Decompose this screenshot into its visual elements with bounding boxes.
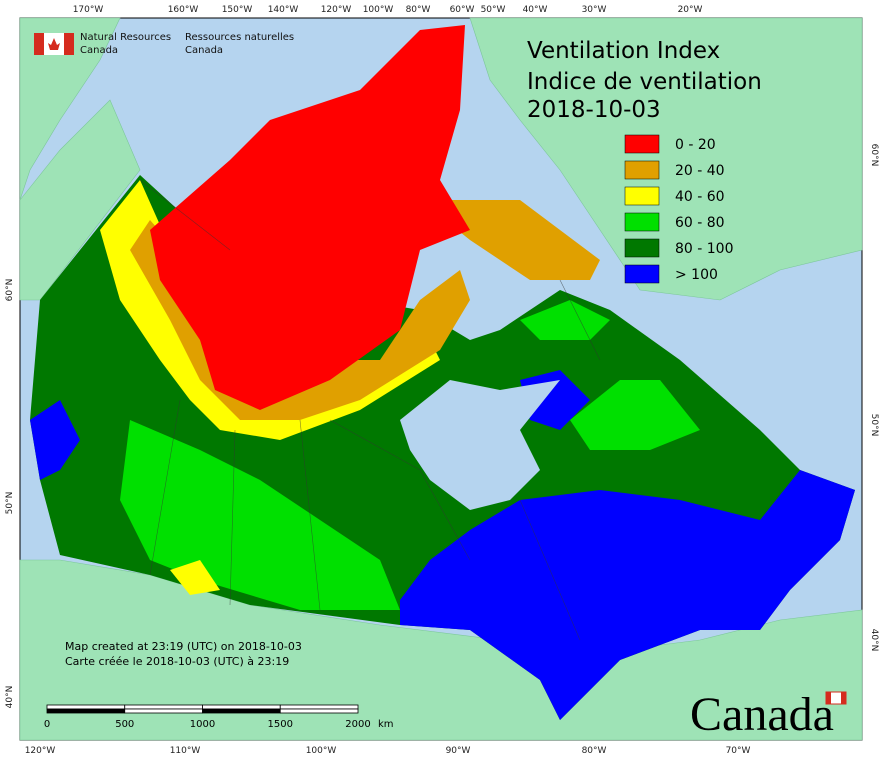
legend-swatch [624, 134, 660, 154]
longitude-label: 30°W [582, 5, 607, 15]
scale-label: 500 [115, 719, 134, 730]
scale-segment [46, 708, 126, 714]
alaska [19, 99, 141, 301]
longitude-label: 170°W [73, 5, 104, 15]
latitude-label: 50°N [5, 492, 15, 515]
scale-label: 2000 [345, 719, 370, 730]
graticule-labels: 170°W 160°W 150°W 140°W 120°W 100°W 80°W 60°W 50… [5, 5, 879, 756]
flag-bar [34, 33, 44, 55]
basemap [19, 17, 863, 741]
scale-label: 0 [44, 719, 50, 730]
scale-segment [46, 704, 126, 710]
latitude-label: 50°N [869, 414, 879, 437]
wordmark-flag-bar [826, 692, 831, 704]
scale-segment [202, 708, 281, 714]
longitude-label: 150°W [222, 5, 253, 15]
agency-en: Natural Resources [80, 32, 171, 43]
legend-label: 80 - 100 [675, 241, 734, 257]
title-date: 2018-10-03 [527, 97, 661, 123]
canada [30, 25, 855, 720]
zone-region [150, 25, 470, 410]
longitude-label: 40°W [523, 5, 548, 15]
longitude-label: 120°W [25, 746, 56, 756]
legend-swatch [624, 186, 660, 206]
latitude-label: 60°N [869, 144, 879, 167]
scale-segment [279, 704, 359, 710]
scale-segment [124, 708, 203, 714]
scale-label: 1000 [190, 719, 215, 730]
agency-en: Canada [80, 45, 118, 56]
longitude-label: 160°W [168, 5, 199, 15]
legend: 0 - 20 20 - 40 40 - 60 60 - 80 80 - 100 > 100 [624, 134, 734, 284]
zone-region [120, 420, 400, 610]
longitude-label: 50°W [481, 5, 506, 15]
longitude-label: 20°W [678, 5, 703, 15]
zone-region [290, 110, 350, 160]
longitude-label: 80°W [406, 5, 431, 15]
legend-label: 0 - 20 [675, 137, 716, 153]
latitude-label: 60°N [5, 279, 15, 302]
scale-segment [202, 704, 281, 710]
flag-bar [64, 33, 74, 55]
flag-leaf [48, 38, 60, 50]
agency-fr: Canada [185, 45, 223, 56]
title: Ventilation Index [527, 38, 720, 64]
scale-segment [279, 708, 359, 714]
note: Map created at 23:19 (UTC) on 2018-10-03 [65, 640, 302, 653]
scale-unit: km [378, 719, 394, 730]
wordmark: Canada [690, 688, 834, 741]
hudson-bay [400, 380, 560, 510]
note: Carte créée le 2018-10-03 (UTC) à 23:19 [65, 655, 289, 668]
longitude-label: 60°W [450, 5, 475, 15]
legend-swatch [624, 212, 660, 232]
legend-swatch [624, 264, 660, 284]
legend-swatch [624, 160, 660, 180]
zone-region [420, 200, 600, 280]
zone-region [520, 300, 610, 340]
zone-region [30, 400, 80, 480]
legend-label: 60 - 80 [675, 215, 725, 231]
title: Indice de ventilation [527, 69, 762, 95]
greenland [469, 17, 863, 301]
longitude-label: 110°W [170, 746, 201, 756]
longitude-label: 140°W [268, 5, 299, 15]
province-borders [139, 179, 601, 641]
scale-bar: 0 500 1000 1500 2000 km [44, 704, 394, 730]
latitude-label: 40°N [869, 629, 879, 652]
longitude-label: 120°W [321, 5, 352, 15]
longitude-label: 100°W [363, 5, 394, 15]
zone-region [400, 470, 855, 720]
latitude-label: 40°N [5, 686, 15, 709]
zone-region [570, 380, 700, 450]
legend-label: > 100 [675, 267, 718, 283]
longitude-label: 80°W [582, 746, 607, 756]
scale-segment [124, 704, 203, 710]
legend-swatch [624, 238, 660, 258]
longitude-label: 70°W [726, 746, 751, 756]
zone-region [170, 560, 220, 595]
scale-label: 1500 [268, 719, 293, 730]
wordmark-flag-bar [841, 692, 846, 704]
zone-region [100, 180, 440, 440]
legend-label: 40 - 60 [675, 189, 725, 205]
longitude-label: 90°W [446, 746, 471, 756]
agency-fr: Ressources naturelles [185, 32, 294, 43]
longitude-label: 100°W [306, 746, 337, 756]
legend-label: 20 - 40 [675, 163, 725, 179]
